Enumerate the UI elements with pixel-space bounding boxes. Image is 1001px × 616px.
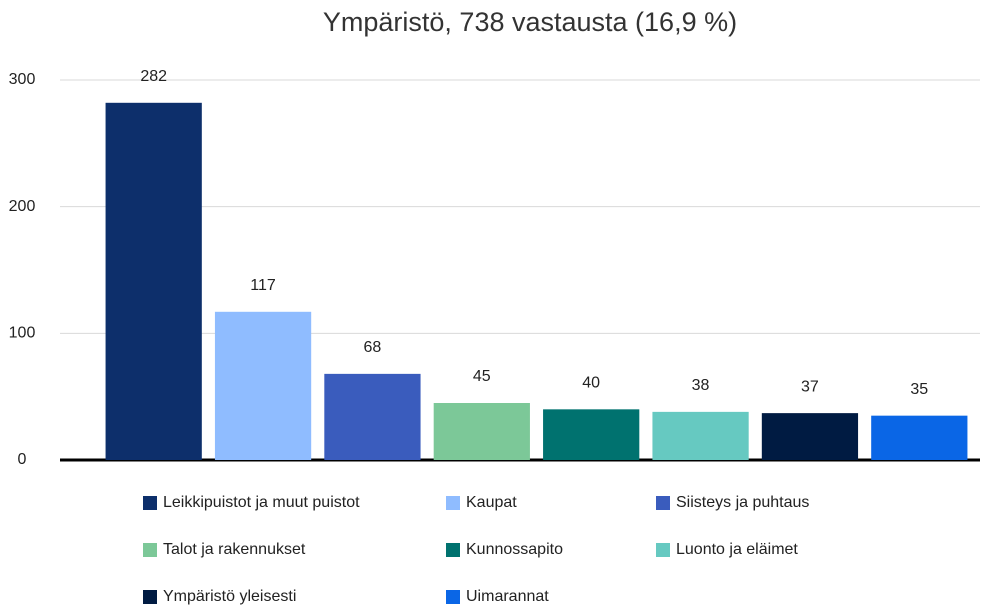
- bar: [543, 409, 640, 460]
- bar: [761, 413, 859, 460]
- legend-label: Leikkipuistot ja muut puistot: [163, 494, 360, 511]
- data-label: 35: [910, 381, 928, 398]
- data-label: 38: [692, 377, 710, 394]
- bar: [871, 415, 968, 460]
- data-label: 282: [140, 68, 167, 85]
- legend-swatch: [446, 543, 460, 557]
- legend-label: Luonto ja eläimet: [676, 541, 798, 558]
- legend-swatch: [656, 543, 670, 557]
- bar: [214, 311, 312, 460]
- legend-label: Talot ja rakennukset: [163, 541, 306, 558]
- legend-swatch: [143, 496, 157, 510]
- data-label: 117: [250, 277, 276, 294]
- bar: [105, 102, 202, 461]
- y-tick-label: 200: [9, 198, 36, 215]
- legend-swatch: [656, 496, 670, 510]
- legend-label: Siisteys ja puhtaus: [676, 494, 809, 511]
- legend-label: Ympäristö yleisesti: [163, 588, 296, 605]
- legend-swatch: [446, 496, 460, 510]
- legend-swatch: [143, 543, 157, 557]
- legend-swatch: [143, 590, 157, 604]
- legend-label: Uimarannat: [466, 588, 549, 605]
- data-label: 40: [582, 375, 600, 392]
- y-tick-label: 100: [9, 325, 36, 342]
- legend-label: Kaupat: [466, 494, 517, 511]
- bar: [433, 403, 530, 460]
- legend-label: Kunnossapito: [466, 541, 563, 558]
- bar: [652, 411, 749, 460]
- legend-swatch: [446, 590, 460, 604]
- data-label: 68: [364, 339, 382, 356]
- y-tick-label: 0: [18, 451, 27, 468]
- data-label: 37: [801, 378, 819, 395]
- y-tick-label: 300: [9, 71, 36, 88]
- chart-title: Ympäristö, 738 vastausta (16,9 %): [323, 7, 737, 37]
- data-label: 45: [473, 368, 491, 385]
- bar: [324, 373, 421, 460]
